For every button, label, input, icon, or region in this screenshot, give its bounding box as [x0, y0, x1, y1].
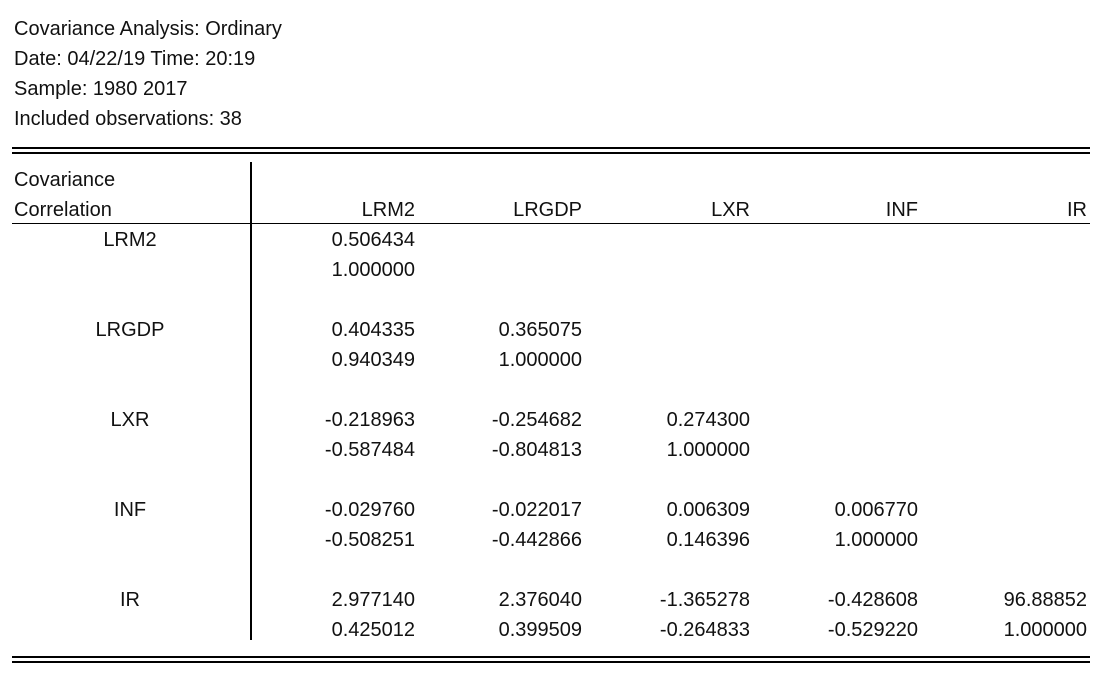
column-header: LRM2: [361, 199, 415, 221]
correlation: -0.587484: [324, 439, 415, 461]
rule: [12, 656, 1090, 658]
rule: [12, 661, 1090, 663]
row-label: LRGDP: [95, 319, 165, 341]
correlation: -0.442866: [491, 529, 582, 551]
correlation: 0.146396: [666, 529, 750, 551]
correlation: 1.000000: [1003, 619, 1087, 641]
covariance: 0.404335: [331, 319, 415, 341]
column-header: IR: [1067, 199, 1087, 221]
column-header: LRGDP: [513, 199, 582, 221]
covariance: 0.506434: [331, 229, 415, 251]
covariance: 0.006309: [666, 499, 750, 521]
title: Covariance Analysis: Ordinary: [14, 18, 282, 40]
stat-label: Correlation: [14, 199, 112, 221]
covariance: 0.365075: [498, 319, 582, 341]
row-label: INF: [113, 499, 147, 521]
covariance: 0.006770: [834, 499, 918, 521]
correlation: -0.508251: [324, 529, 415, 551]
covariance: -0.029760: [324, 499, 415, 521]
sample: Sample: 1980 2017: [14, 78, 188, 100]
observations: Included observations: 38: [14, 108, 242, 130]
covariance: 2.977140: [331, 589, 415, 611]
stat-label: Covariance: [14, 169, 116, 191]
correlation: 0.425012: [331, 619, 415, 641]
correlation: 0.399509: [498, 619, 582, 641]
rule: [12, 147, 1090, 149]
rule: [12, 152, 1090, 154]
divider: [250, 162, 252, 640]
date-time: Date: 04/22/19 Time: 20:19: [14, 48, 256, 70]
covariance: -0.218963: [324, 409, 415, 431]
covariance: 2.376040: [498, 589, 582, 611]
column-header: LXR: [711, 199, 750, 221]
covariance: -0.022017: [491, 499, 582, 521]
column-header: INF: [885, 199, 918, 221]
covariance: -0.428608: [827, 589, 918, 611]
correlation: -0.804813: [491, 439, 582, 461]
correlation: 0.940349: [331, 349, 415, 371]
correlation: 1.000000: [666, 439, 750, 461]
row-label: LRM2: [103, 229, 157, 251]
covariance: 96.88852: [1003, 589, 1087, 611]
correlation: -0.529220: [827, 619, 918, 641]
row-label: IR: [120, 589, 140, 611]
correlation: -0.264833: [659, 619, 750, 641]
covariance: -0.254682: [491, 409, 582, 431]
correlation: 1.000000: [834, 529, 918, 551]
correlation: 1.000000: [331, 259, 415, 281]
rule: [12, 223, 1090, 224]
covariance: 0.274300: [666, 409, 750, 431]
correlation: 1.000000: [498, 349, 582, 371]
row-label: LXR: [110, 409, 150, 431]
covariance: -1.365278: [659, 589, 750, 611]
